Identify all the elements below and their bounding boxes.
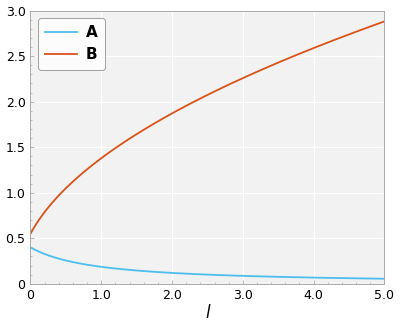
Legend: A, B: A, B — [38, 18, 105, 70]
B — [68, 182, 73, 186]
X-axis label: l: l — [205, 304, 210, 322]
A — [28, 245, 33, 249]
B — [375, 22, 380, 26]
B — [90, 164, 94, 168]
B — [337, 36, 342, 40]
B — [164, 115, 168, 119]
Line: B: B — [30, 21, 384, 234]
A — [337, 276, 342, 280]
B — [179, 106, 184, 110]
Line: A: A — [30, 247, 384, 279]
A — [382, 277, 387, 281]
A — [164, 271, 168, 275]
A — [179, 272, 184, 276]
A — [68, 260, 73, 264]
B — [28, 232, 33, 236]
B — [382, 19, 387, 23]
A — [90, 263, 94, 267]
A — [375, 277, 380, 281]
